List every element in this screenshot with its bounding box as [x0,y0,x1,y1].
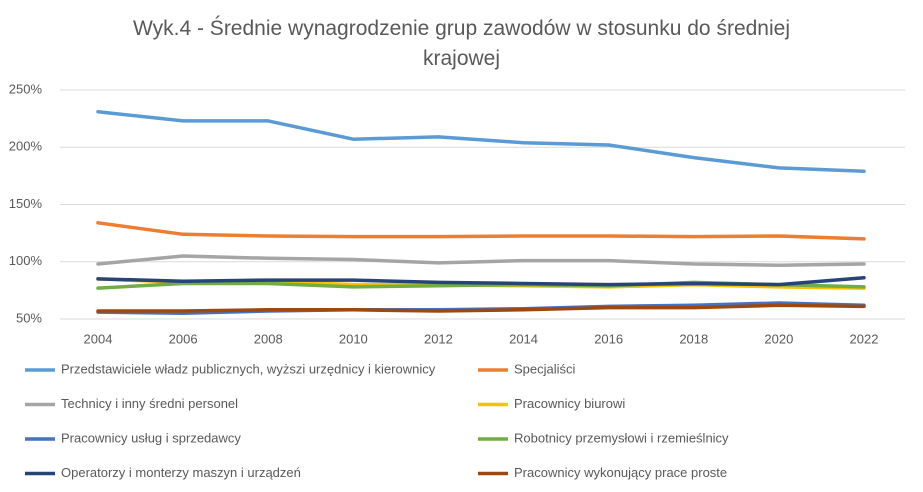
y-tick-label: 50% [16,310,42,325]
legend-label: Pracownicy usług i sprzedawcy [61,430,241,445]
x-tick-label: 2014 [509,331,538,346]
legend-label: Pracownicy wykonujący prace proste [514,465,727,480]
legend-label: Pracownicy biurowi [514,396,625,411]
x-tick-label: 2006 [169,331,198,346]
series-line [96,110,866,174]
x-tick-label: 2008 [254,331,283,346]
x-tick-label: 2018 [679,331,708,346]
y-tick-label: 200% [9,139,43,154]
y-tick-label: 150% [9,196,43,211]
legend-label: Technicy i inny średni personel [61,396,238,411]
x-tick-label: 2020 [764,331,793,346]
x-tick-label: 2010 [339,331,368,346]
legend-label: Przedstawiciele władz publicznych, wyższ… [61,361,436,376]
series-line [96,276,866,287]
legend-label: Robotnicy przemysłowi i rzemieślnicy [514,430,729,445]
y-tick-label: 100% [9,253,43,268]
x-tick-label: 2016 [594,331,623,346]
series-line [96,254,866,267]
x-tick-label: 2022 [850,331,879,346]
series-line [96,221,866,241]
chart-title: Wyk.4 - Średnie wynagrodzenie grup zawod… [133,17,790,70]
series-line [96,303,866,313]
x-tick-label: 2012 [424,331,453,346]
x-tick-label: 2004 [84,331,113,346]
legend-label: Specjaliści [514,361,576,376]
legend-label: Operatorzy i monterzy maszyn i urządzeń [61,465,301,480]
y-tick-label: 250% [9,81,43,96]
